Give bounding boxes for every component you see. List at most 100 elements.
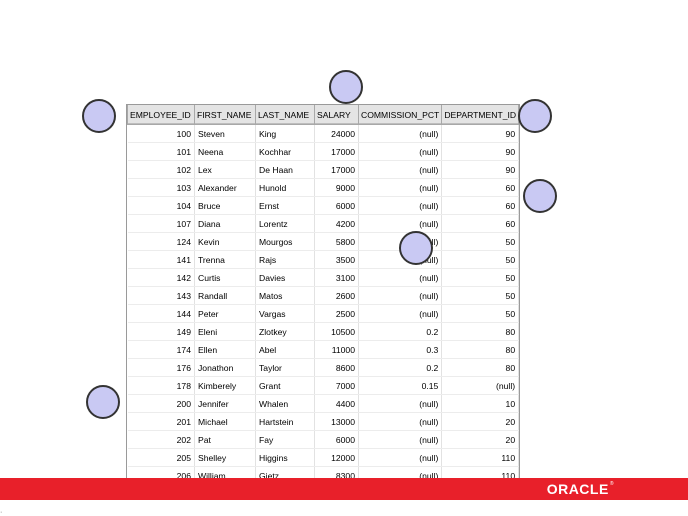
column-header-first-name[interactable]: FIRST_NAME	[194, 105, 256, 125]
table-cell: 50	[441, 304, 520, 323]
table-cell: 107	[127, 214, 195, 233]
table-cell: Vargas	[255, 304, 315, 323]
table-cell: (null)	[358, 304, 443, 323]
table-row: 141 Trenna Rajs 3500 (null) 50	[127, 250, 520, 269]
table-cell: Diana	[194, 214, 256, 233]
table-cell: 90	[441, 142, 520, 161]
table-cell: Ellen	[194, 340, 256, 359]
table-cell: Jennifer	[194, 394, 256, 413]
table-cell: 3100	[314, 268, 359, 287]
table-cell: 205	[127, 448, 195, 467]
table-row: 144 Peter Vargas 2500 (null) 50	[127, 304, 520, 323]
column-header-last-name[interactable]: LAST_NAME	[255, 105, 315, 125]
table-cell: 13000	[314, 412, 359, 431]
table-row: 174 Ellen Abel 11000 0.3 80	[127, 340, 520, 359]
table-cell: 6000	[314, 430, 359, 449]
results-table: EMPLOYEE_ID FIRST_NAME LAST_NAME SALARY COMM…	[127, 105, 520, 485]
table-cell: (null)	[358, 214, 443, 233]
table-cell: 2500	[314, 304, 359, 323]
table-cell: Curtis	[194, 268, 256, 287]
table-cell: 80	[441, 322, 520, 341]
table-cell: 101	[127, 142, 195, 161]
table-cell: King	[255, 124, 315, 143]
table-cell: 149	[127, 322, 195, 341]
table-cell: Grant	[255, 376, 315, 395]
table-row: 202 Pat Fay 6000 (null) 20	[127, 430, 520, 449]
table-cell: 4400	[314, 394, 359, 413]
table-cell: 4200	[314, 214, 359, 233]
table-cell: Mourgos	[255, 232, 315, 251]
table-cell: Lex	[194, 160, 256, 179]
table-body: 100 Steven King 24000 (null) 90 101 Neena Kochha…	[127, 124, 520, 485]
table-cell: 20	[441, 412, 520, 431]
table-cell: 24000	[314, 124, 359, 143]
table-cell: Steven	[194, 124, 256, 143]
column-header-salary[interactable]: SALARY	[314, 105, 359, 125]
table-row: 200 Jennifer Whalen 4400 (null) 10	[127, 394, 520, 413]
table-cell: 142	[127, 268, 195, 287]
table-cell: 50	[441, 250, 520, 269]
table-cell: 104	[127, 196, 195, 215]
table-cell: 5800	[314, 232, 359, 251]
table-cell: Higgins	[255, 448, 315, 467]
table-cell: Jonathon	[194, 358, 256, 377]
table-cell: Neena	[194, 142, 256, 161]
callout-marker	[523, 179, 557, 213]
table-cell: 20	[441, 430, 520, 449]
table-cell: 8600	[314, 358, 359, 377]
table-cell: Hunold	[255, 178, 315, 197]
table-row: 104 Bruce Ernst 6000 (null) 60	[127, 196, 520, 215]
callout-marker	[82, 99, 116, 133]
callout-marker	[399, 231, 433, 265]
table-cell: 60	[441, 178, 520, 197]
table-cell: Zlotkey	[255, 322, 315, 341]
table-cell: 141	[127, 250, 195, 269]
table-cell: (null)	[358, 160, 443, 179]
table-cell: 80	[441, 358, 520, 377]
table-row: 149 Eleni Zlotkey 10500 0.2 80	[127, 322, 520, 341]
table-header-row: EMPLOYEE_ID FIRST_NAME LAST_NAME SALARY COMM…	[127, 105, 520, 125]
table-cell: 2600	[314, 286, 359, 305]
table-cell: Abel	[255, 340, 315, 359]
table-cell: Kochhar	[255, 142, 315, 161]
table-cell: Taylor	[255, 358, 315, 377]
table-cell: 103	[127, 178, 195, 197]
employees-result-grid: EMPLOYEE_ID FIRST_NAME LAST_NAME SALARY COMM…	[126, 104, 521, 486]
table-cell: 102	[127, 160, 195, 179]
table-cell: 90	[441, 124, 520, 143]
column-header-department-id[interactable]: DEPARTMENT_ID	[441, 105, 520, 125]
table-cell: (null)	[358, 394, 443, 413]
table-cell: (null)	[358, 124, 443, 143]
table-row: 176 Jonathon Taylor 8600 0.2 80	[127, 358, 520, 377]
table-cell: 80	[441, 340, 520, 359]
table-cell: De Haan	[255, 160, 315, 179]
table-row: 178 Kimberely Grant 7000 0.15 (null)	[127, 376, 520, 395]
table-cell: 144	[127, 304, 195, 323]
table-row: 103 Alexander Hunold 9000 (null) 60	[127, 178, 520, 197]
table-cell: (null)	[358, 286, 443, 305]
table-cell: Fay	[255, 430, 315, 449]
table-cell: Kevin	[194, 232, 256, 251]
table-cell: 50	[441, 232, 520, 251]
column-header-employee-id[interactable]: EMPLOYEE_ID	[127, 105, 195, 125]
table-cell: Peter	[194, 304, 256, 323]
table-cell: (null)	[358, 412, 443, 431]
table-cell: Rajs	[255, 250, 315, 269]
table-cell: Bruce	[194, 196, 256, 215]
table-cell: Eleni	[194, 322, 256, 341]
column-header-commission-pct[interactable]: COMMISSION_PCT	[357, 105, 443, 125]
table-cell: Whalen	[255, 394, 315, 413]
table-cell: 7000	[314, 376, 359, 395]
table-cell: Hartstein	[255, 412, 315, 431]
table-cell: (null)	[358, 430, 443, 449]
table-cell: 0.2	[358, 358, 443, 377]
table-cell: 110	[441, 448, 520, 467]
table-cell: 6000	[314, 196, 359, 215]
table-cell: 176	[127, 358, 195, 377]
table-cell: 60	[441, 196, 520, 215]
table-cell: 200	[127, 394, 195, 413]
callout-marker	[86, 385, 120, 419]
table-cell: Ernst	[255, 196, 315, 215]
oracle-logo: ORACLE®	[547, 481, 614, 497]
